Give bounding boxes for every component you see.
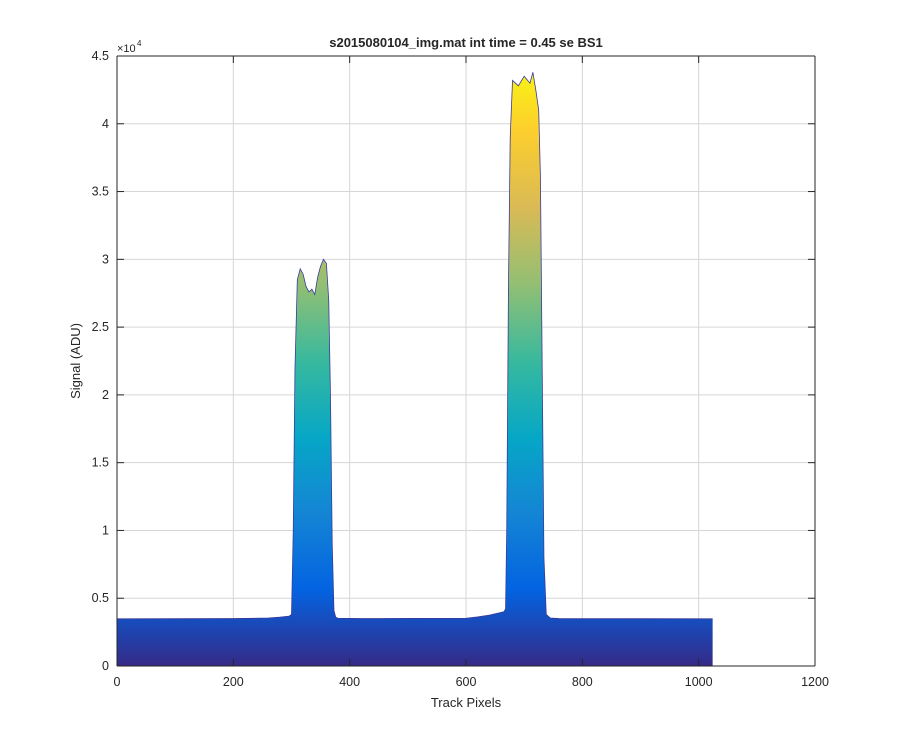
x-axis-label: Track Pixels [431,695,502,710]
y-tick-label: 3 [102,252,109,266]
x-tick-label: 800 [572,675,593,689]
y-tick-label: 0 [102,659,109,673]
y-exponent-power: 4 [137,39,142,48]
data-layer [117,72,713,666]
y-tick-label: 4 [102,117,109,131]
chart-title: s2015080104_img.mat int time = 0.45 se B… [329,35,603,50]
y-tick-label: 1.5 [92,456,109,470]
y-tick-label: 2.5 [92,320,109,334]
y-tick-label: 2 [102,388,109,402]
x-tick-label: 0 [114,675,121,689]
series-line-0 [117,72,713,620]
y-axis-label: Signal (ADU) [68,323,83,399]
x-tick-label: 600 [456,675,477,689]
y-exponent-label: ×10 4 [117,39,142,55]
y-exponent-base: ×10 [117,43,136,55]
x-tick-label: 1000 [685,675,713,689]
x-tick-label: 200 [223,675,244,689]
y-tick-label: 0.5 [92,591,109,605]
x-tick-label: 1200 [801,675,829,689]
x-tick-label: 400 [339,675,360,689]
y-tick-label: 3.5 [92,185,109,199]
grid [117,56,815,666]
y-tick-label: 1 [102,523,109,537]
ticks: 0 200 400 600 800 1000 1200 0 0.5 1 1.5 2 2.5 3 3.5 4 4.… [92,49,829,689]
y-tick-label: 4.5 [92,49,109,63]
